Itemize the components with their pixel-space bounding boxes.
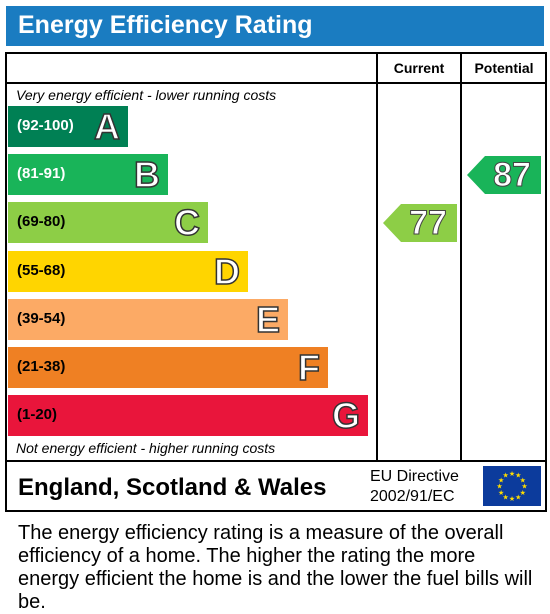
header-divider <box>5 82 547 84</box>
band-g-range: (1-20) <box>17 406 58 424</box>
eu-flag-icon: ★ ★ ★ ★ ★ ★ ★ ★ ★ ★ ★ ★ <box>483 466 541 506</box>
eu-directive-line2: 2002/91/EC <box>370 488 455 505</box>
eu-star-icon: ★ <box>515 472 521 480</box>
band-a: (92-100) A <box>8 106 128 147</box>
title-bar: Energy Efficiency Rating <box>6 6 544 46</box>
band-d-range: (55-68) <box>17 261 66 279</box>
footer-divider <box>5 460 547 462</box>
column-divider-potential <box>460 52 462 462</box>
band-c: (69-80) C <box>8 202 208 244</box>
eu-star-icon: ★ <box>498 476 504 484</box>
band-d: (55-68) D <box>8 250 248 292</box>
region-label: England, Scotland & Wales <box>18 474 327 501</box>
band-e-range: (39-54) <box>17 309 66 327</box>
inefficient-note: Not energy efficient - higher running co… <box>16 440 276 456</box>
band-b-range: (81-91) <box>17 165 66 183</box>
band-b-letter: B <box>133 154 161 196</box>
eu-star-icon: ★ <box>503 472 509 480</box>
band-e-letter: E <box>255 298 281 341</box>
efficient-note: Very energy efficient - lower running co… <box>16 87 277 103</box>
eu-stars-icon: ★ ★★★★★★★★★★★ <box>496 470 527 503</box>
current-rating-arrow: 77 <box>383 203 457 242</box>
eu-star-icon: ★ <box>520 476 526 484</box>
potential-arrow-shape <box>467 155 541 194</box>
eu-star-icon: ★ <box>521 483 527 491</box>
chart-title: Energy Efficiency Rating <box>18 11 313 39</box>
current-arrow-shape <box>383 203 457 242</box>
band-a-range: (92-100) <box>17 117 74 134</box>
description-text: The energy efficiency rating is a measur… <box>18 522 533 613</box>
eu-star-icon: ★ <box>509 470 515 478</box>
eu-star-icon: ★ <box>515 493 521 501</box>
band-c-letter: C <box>173 202 201 244</box>
band-e: (39-54) E <box>8 299 288 340</box>
eu-star-icon: ★ <box>509 495 515 503</box>
band-f-range: (21-38) <box>17 358 66 375</box>
band-d-letter: D <box>213 250 241 292</box>
potential-rating-value: 87 <box>493 155 532 194</box>
band-a-letter: A <box>93 106 121 148</box>
eu-star-icon: ★ <box>520 489 526 497</box>
band-b: (81-91) B <box>8 154 168 195</box>
band-g-letter: G <box>331 395 361 437</box>
band-c-range: (69-80) <box>17 213 66 231</box>
current-column-header: Current <box>393 60 445 76</box>
eu-star-icon: ★ <box>498 489 504 497</box>
column-divider-current <box>376 52 378 462</box>
band-f: (21-38) F <box>8 347 328 388</box>
eu-star-icon: ★ <box>496 483 502 491</box>
eu-directive-line1: EU Directive <box>370 468 459 485</box>
potential-rating-arrow: 87 <box>467 155 541 194</box>
potential-column-header: Potential <box>474 60 534 76</box>
band-g: (1-20) G <box>8 395 368 436</box>
band-f-letter: F <box>297 347 321 389</box>
rating-frame <box>5 52 547 512</box>
eu-star-icon: ★ <box>503 493 509 501</box>
current-rating-value: 77 <box>409 203 448 242</box>
